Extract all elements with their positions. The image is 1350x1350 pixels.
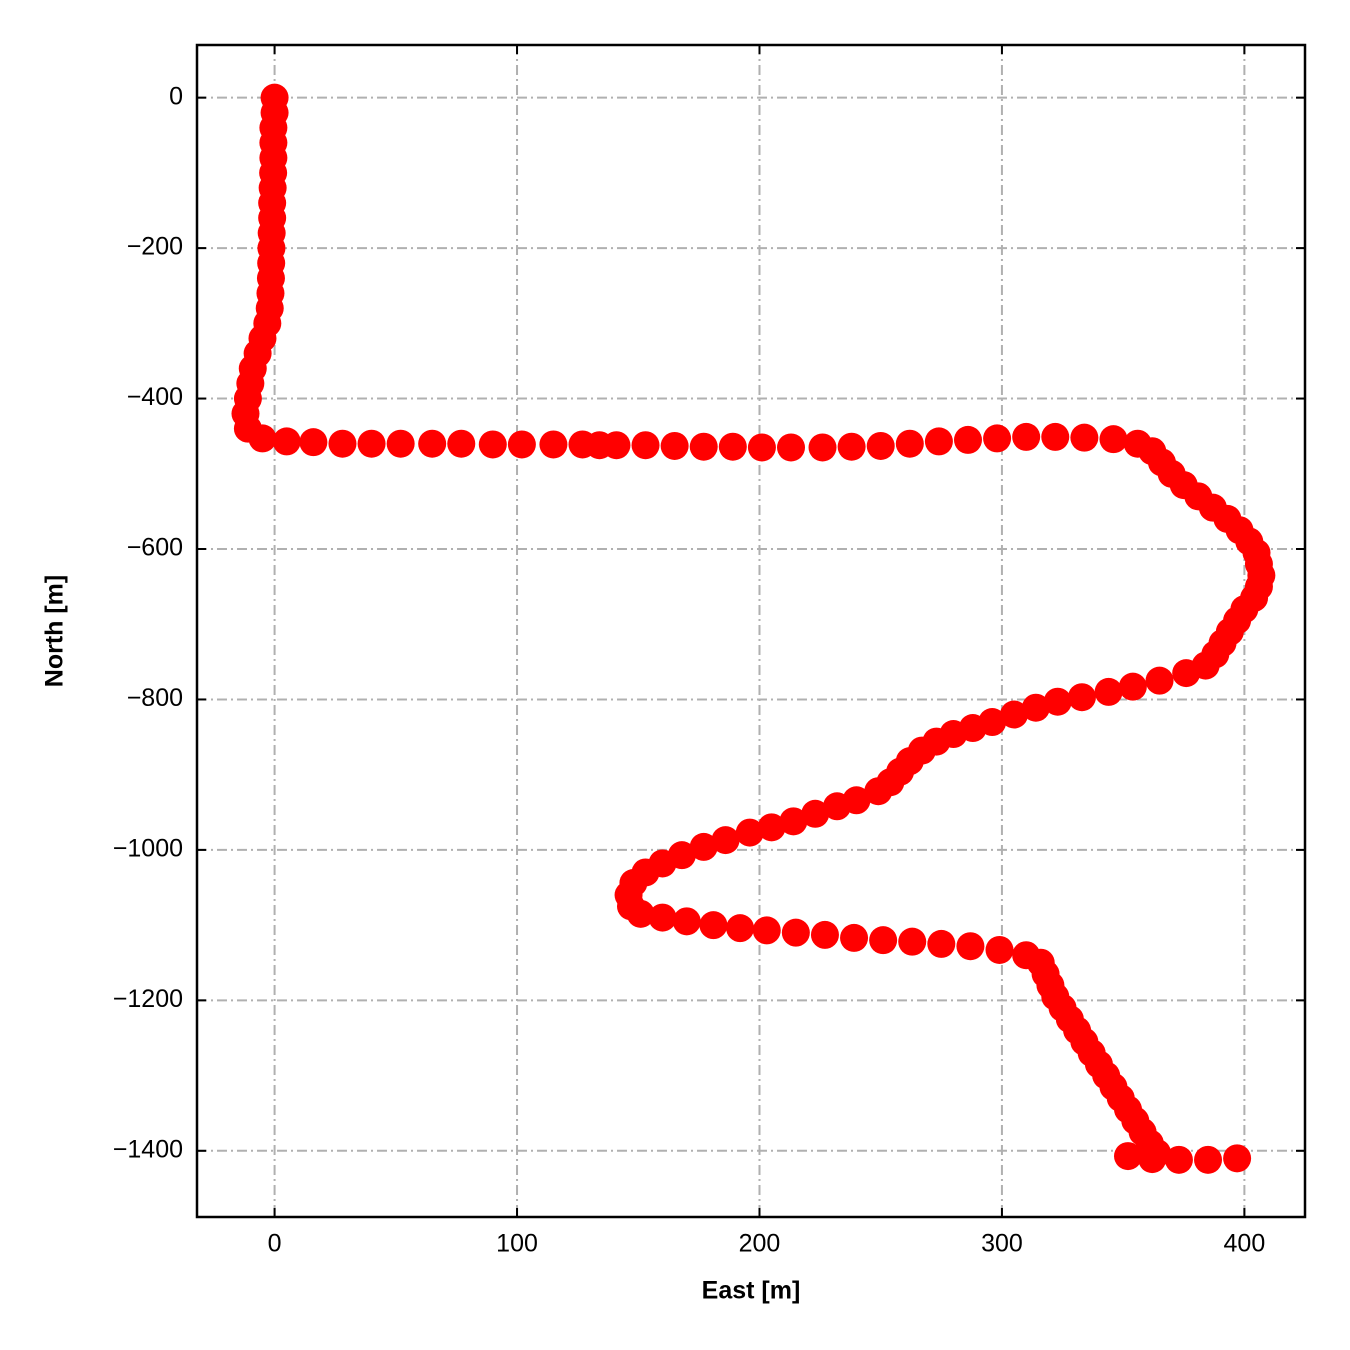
point [757,813,786,842]
point [1012,422,1041,451]
plot-frame [195,43,1307,1219]
point [648,903,677,932]
point [895,429,924,458]
point [1118,672,1147,701]
point [660,431,689,460]
point [898,927,927,956]
point [689,432,718,461]
point [328,429,357,458]
point [478,430,507,459]
point [752,916,781,945]
point [1138,1145,1167,1174]
point [726,914,755,943]
point [924,427,953,456]
point [781,918,810,947]
point [735,818,764,847]
point [272,427,301,456]
point [823,792,852,821]
point [747,433,776,462]
x-tick-label: 200 [739,1230,781,1258]
point [631,431,660,460]
y-tick-label: −600 [127,534,183,562]
x-axis-label: East [m] [702,1277,801,1305]
y-tick-label: −200 [127,233,183,261]
point [1223,1144,1252,1173]
point [1164,1145,1193,1174]
point [869,926,898,955]
point [779,807,808,836]
point [983,424,1012,453]
point [985,935,1014,964]
point [864,777,893,806]
y-tick-label: −400 [127,383,183,411]
point [1043,687,1072,716]
y-tick-label: −800 [127,684,183,712]
point [1094,677,1123,706]
point [1145,666,1174,695]
point [1021,693,1050,722]
point [718,432,747,461]
point [386,429,415,458]
y-tick-label: −1200 [113,985,183,1013]
y-tick-label: 0 [169,82,183,110]
point [1000,700,1029,729]
point [1041,422,1070,451]
point [626,899,655,928]
point [1067,683,1096,712]
y-tick-label: −1000 [113,835,183,863]
point [837,432,866,461]
point [699,911,728,940]
point [840,923,869,952]
point [507,430,536,459]
point [956,932,985,961]
x-tick-label: 0 [268,1230,282,1258]
y-tick-label: −1400 [113,1135,183,1163]
point [808,433,837,462]
point [927,929,956,958]
point [1194,1145,1223,1174]
point [689,832,718,861]
point [777,433,806,462]
x-tick-label: 300 [981,1230,1023,1258]
x-tick-label: 400 [1224,1230,1266,1258]
point [539,430,568,459]
point [672,907,701,936]
point [953,425,982,454]
point [447,429,476,458]
point [248,424,277,453]
point [1099,425,1128,454]
point [357,429,386,458]
point [299,428,328,457]
point [810,920,839,949]
point [418,429,447,458]
point [602,431,631,460]
point [801,799,830,828]
x-tick-label: 100 [496,1230,538,1258]
point [1172,659,1201,688]
point [1114,1142,1143,1171]
point [1070,423,1099,452]
point [711,826,740,855]
point [866,431,895,460]
y-axis-label: North [m] [41,575,69,687]
